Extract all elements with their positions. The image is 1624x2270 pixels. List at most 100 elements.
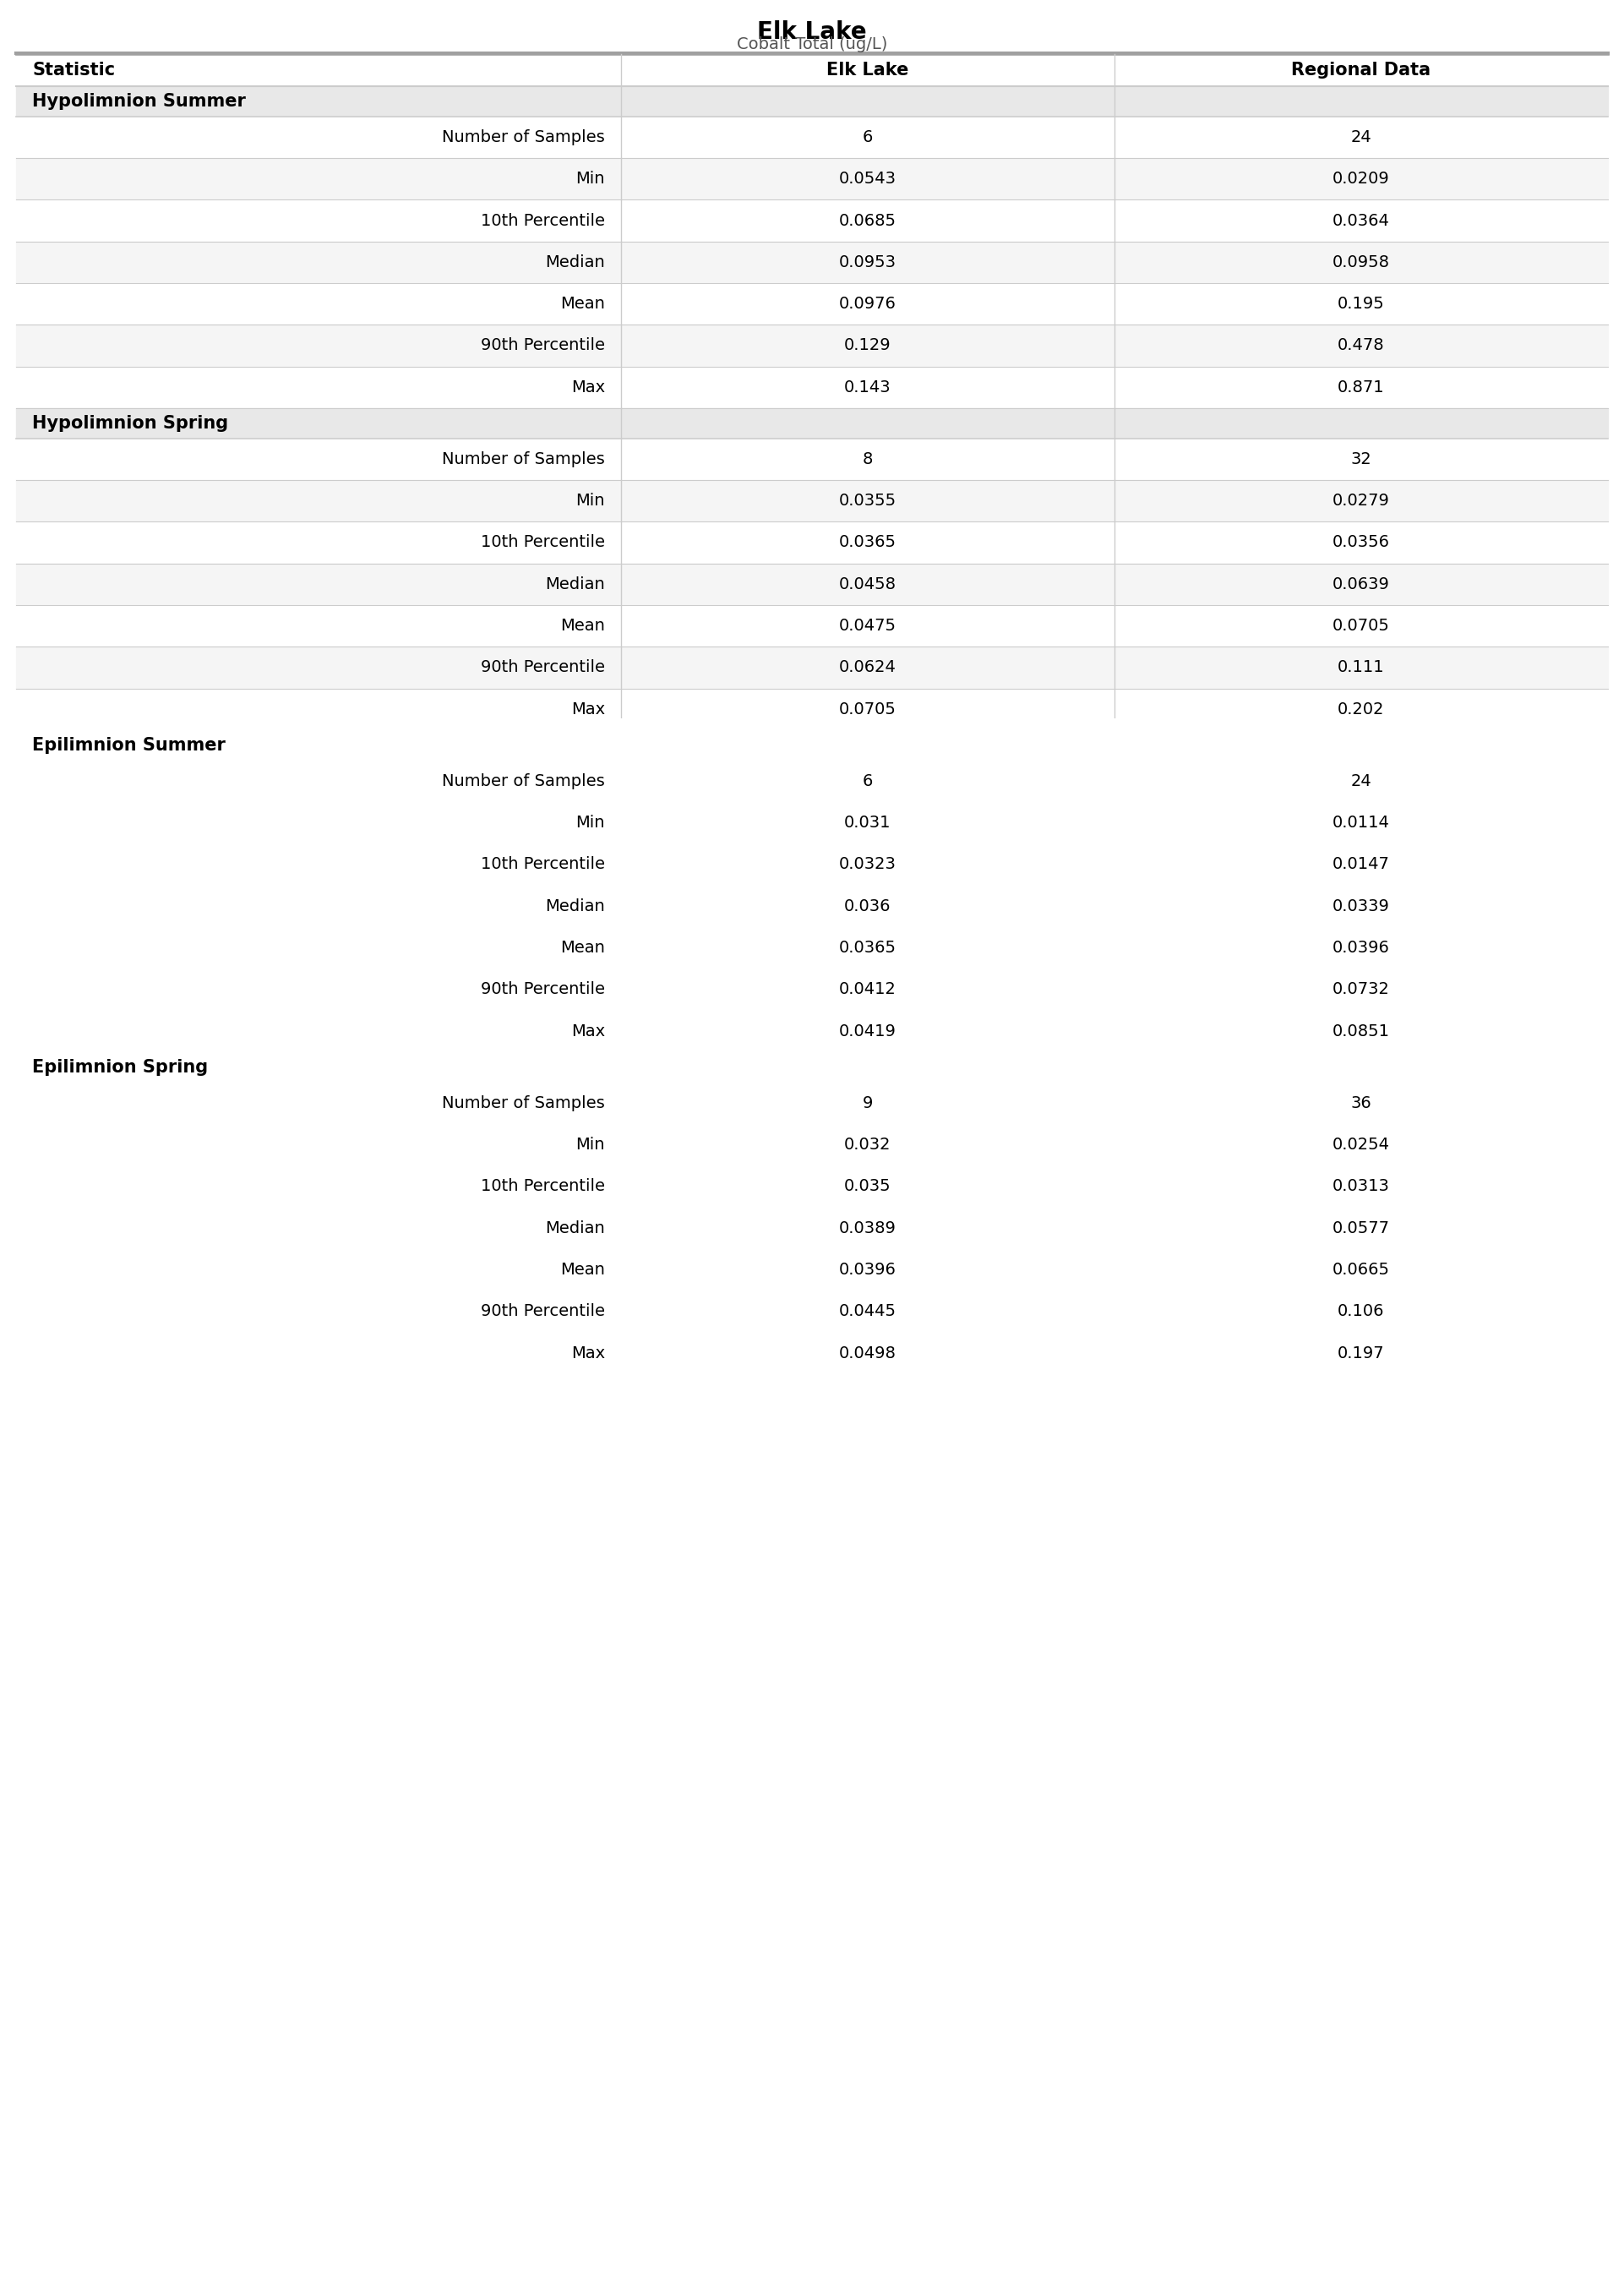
- Text: Number of Samples: Number of Samples: [442, 129, 604, 145]
- Bar: [16, 438, 1608, 479]
- Text: 6: 6: [862, 774, 874, 790]
- Bar: [16, 563, 1608, 606]
- Text: 90th Percentile: 90th Percentile: [481, 1303, 604, 1319]
- Bar: [16, 200, 1608, 241]
- Text: Hypolimnion Summer: Hypolimnion Summer: [32, 93, 247, 109]
- Text: Mean: Mean: [560, 940, 604, 956]
- Text: 0.036: 0.036: [844, 899, 892, 915]
- Text: 0.0953: 0.0953: [840, 254, 896, 270]
- Text: 0.0665: 0.0665: [1332, 1262, 1390, 1278]
- Text: 0.0365: 0.0365: [840, 533, 896, 552]
- Text: 10th Percentile: 10th Percentile: [481, 1178, 604, 1194]
- Text: 0.0705: 0.0705: [840, 701, 896, 717]
- Text: Statistic: Statistic: [32, 61, 115, 79]
- Text: 0.0577: 0.0577: [1332, 1219, 1390, 1237]
- Text: 0.0543: 0.0543: [840, 170, 896, 186]
- Text: 0.0396: 0.0396: [1332, 940, 1390, 956]
- Text: 8: 8: [862, 452, 874, 468]
- Text: Median: Median: [546, 899, 604, 915]
- Bar: [16, 284, 1608, 325]
- Text: 0.031: 0.031: [844, 815, 892, 831]
- Text: 0.202: 0.202: [1338, 701, 1385, 717]
- Text: 0.0639: 0.0639: [1332, 577, 1390, 592]
- Text: 32: 32: [1351, 452, 1372, 468]
- Text: Min: Min: [575, 815, 604, 831]
- Text: 0.035: 0.035: [844, 1178, 892, 1194]
- Text: Mean: Mean: [560, 295, 604, 311]
- Text: 0.0323: 0.0323: [840, 856, 896, 872]
- Bar: [16, 365, 1608, 409]
- Text: 0.0851: 0.0851: [1332, 1024, 1390, 1040]
- Text: 0.0475: 0.0475: [840, 617, 896, 633]
- Bar: [16, 844, 1608, 885]
- Bar: [16, 1051, 1608, 1083]
- Text: 0.0279: 0.0279: [1332, 493, 1390, 508]
- Text: Mean: Mean: [560, 617, 604, 633]
- Bar: [16, 1332, 1608, 1373]
- Text: Hypolimnion Spring: Hypolimnion Spring: [32, 415, 229, 431]
- Text: 24: 24: [1351, 129, 1372, 145]
- Bar: [16, 688, 1608, 731]
- Text: 90th Percentile: 90th Percentile: [481, 338, 604, 354]
- Bar: [16, 159, 1608, 200]
- Text: 0.0114: 0.0114: [1332, 815, 1390, 831]
- Text: Epilimnion Summer: Epilimnion Summer: [32, 738, 226, 754]
- Text: 90th Percentile: 90th Percentile: [481, 981, 604, 997]
- Text: 10th Percentile: 10th Percentile: [481, 213, 604, 229]
- Text: 0.0419: 0.0419: [840, 1024, 896, 1040]
- Text: 0.0209: 0.0209: [1332, 170, 1390, 186]
- Bar: [16, 479, 1608, 522]
- Bar: [16, 409, 1608, 438]
- Bar: [16, 116, 1608, 159]
- Bar: [16, 1124, 1608, 1165]
- Text: Number of Samples: Number of Samples: [442, 452, 604, 468]
- Bar: [16, 1083, 1608, 1124]
- Text: 0.0339: 0.0339: [1332, 899, 1390, 915]
- Bar: [16, 969, 1608, 1010]
- Text: 0.478: 0.478: [1338, 338, 1385, 354]
- Bar: [16, 1249, 1608, 1292]
- Bar: [16, 926, 1608, 969]
- Text: Number of Samples: Number of Samples: [442, 1094, 604, 1110]
- Text: 0.0147: 0.0147: [1332, 856, 1390, 872]
- Text: 0.0976: 0.0976: [840, 295, 896, 311]
- Text: Cobalt Total (ug/L): Cobalt Total (ug/L): [737, 36, 887, 52]
- Bar: [16, 760, 1608, 801]
- Text: 0.106: 0.106: [1338, 1303, 1385, 1319]
- Bar: [16, 731, 1608, 760]
- Text: 0.0364: 0.0364: [1332, 213, 1390, 229]
- Text: 0.129: 0.129: [844, 338, 892, 354]
- Text: Elk Lake: Elk Lake: [827, 61, 909, 79]
- Text: 0.0958: 0.0958: [1332, 254, 1390, 270]
- Text: 10th Percentile: 10th Percentile: [481, 533, 604, 552]
- Bar: [16, 885, 1608, 926]
- Bar: [16, 606, 1608, 647]
- Bar: [16, 801, 1608, 844]
- Bar: [16, 647, 1608, 688]
- Text: 0.143: 0.143: [844, 379, 892, 395]
- Text: 24: 24: [1351, 774, 1372, 790]
- Text: 10th Percentile: 10th Percentile: [481, 856, 604, 872]
- Text: 36: 36: [1351, 1094, 1372, 1110]
- Text: 0.0445: 0.0445: [840, 1303, 896, 1319]
- Text: Max: Max: [572, 1024, 604, 1040]
- Text: 0.0389: 0.0389: [840, 1219, 896, 1237]
- Text: Epilimnion Spring: Epilimnion Spring: [32, 1058, 208, 1076]
- Bar: [16, 325, 1608, 365]
- Text: 0.0685: 0.0685: [840, 213, 896, 229]
- Text: 0.0458: 0.0458: [840, 577, 896, 592]
- Text: 0.195: 0.195: [1338, 295, 1385, 311]
- Text: 9: 9: [862, 1094, 874, 1110]
- Bar: [16, 1010, 1608, 1051]
- Text: 0.0396: 0.0396: [840, 1262, 896, 1278]
- Text: Max: Max: [572, 701, 604, 717]
- Text: 0.0254: 0.0254: [1332, 1137, 1390, 1153]
- Text: 90th Percentile: 90th Percentile: [481, 661, 604, 676]
- Text: 0.0498: 0.0498: [840, 1346, 896, 1362]
- Text: 0.0355: 0.0355: [840, 493, 896, 508]
- Text: Mean: Mean: [560, 1262, 604, 1278]
- Text: 0.032: 0.032: [844, 1137, 892, 1153]
- Bar: [16, 54, 1608, 86]
- Text: 0.0356: 0.0356: [1332, 533, 1390, 552]
- Text: Elk Lake: Elk Lake: [757, 20, 867, 43]
